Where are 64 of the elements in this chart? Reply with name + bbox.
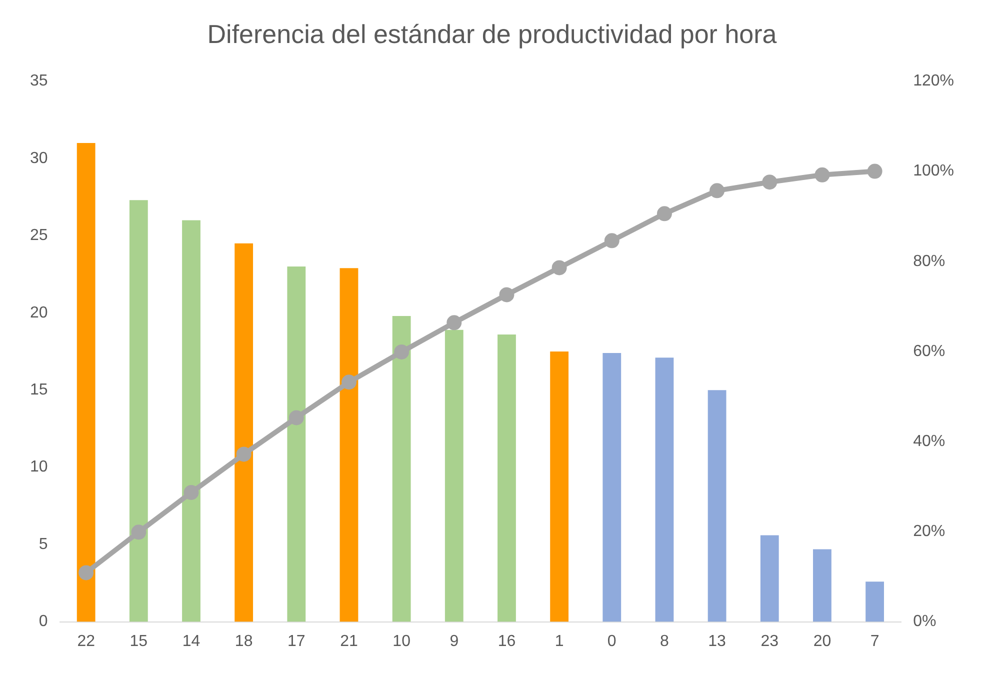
point	[184, 485, 199, 500]
x-tick-label: 22	[77, 632, 96, 650]
y-tick-label: 5	[38, 536, 48, 553]
x-tick-label: 9	[450, 632, 459, 650]
y-tick-label: 25	[30, 227, 48, 244]
point	[341, 374, 356, 390]
y2-tick-label: 40%	[913, 433, 946, 450]
point	[499, 287, 514, 302]
bar	[129, 200, 148, 622]
x-tick-label: 7	[870, 632, 880, 650]
y2-tick-label: 80%	[913, 252, 946, 270]
y-tick-label: 35	[30, 72, 48, 90]
point	[867, 164, 882, 179]
x-tick-label: 23	[760, 632, 779, 650]
bar	[708, 390, 726, 622]
y2-tick-label: 20%	[913, 523, 946, 540]
chart-title: Diferencia del estándar de productividad por hora	[207, 18, 778, 49]
bar	[234, 243, 254, 622]
bar	[287, 266, 306, 622]
bar	[76, 142, 96, 622]
y-tick-label: 30	[30, 150, 48, 167]
bar	[760, 535, 779, 622]
x-tick-label: 15	[130, 632, 148, 650]
bar	[602, 353, 622, 622]
point	[656, 206, 672, 222]
x-tick-label: 13	[708, 632, 726, 650]
bar	[498, 334, 516, 622]
x-tick-label: 10	[392, 632, 411, 650]
x-tick-label: 14	[182, 632, 200, 650]
x-tick-label: 21	[340, 632, 358, 650]
point	[446, 315, 462, 330]
point	[131, 524, 146, 540]
y2-tick-label: 60%	[913, 342, 946, 360]
bar	[813, 549, 832, 622]
point	[236, 446, 252, 462]
bar	[392, 316, 411, 622]
y-tick-label: 15	[30, 382, 48, 399]
x-tick-label: 18	[234, 632, 253, 650]
bar	[550, 352, 569, 622]
bar	[182, 220, 200, 622]
x-tick-label: 8	[660, 632, 670, 650]
bar	[655, 358, 674, 622]
point	[552, 260, 567, 276]
y2-tick-label: 100%	[913, 162, 954, 180]
point	[394, 344, 410, 360]
point	[288, 410, 304, 426]
point	[604, 233, 620, 248]
x-tick-label: 17	[288, 632, 306, 650]
x-tick-label: 0	[607, 632, 616, 650]
bar	[866, 582, 884, 622]
y-tick-label: 10	[30, 458, 48, 476]
x-tick-label: 20	[813, 632, 832, 650]
x-tick-label: 1	[554, 632, 564, 650]
point	[78, 565, 94, 580]
y2-tick-label: 120%	[913, 72, 954, 90]
point	[710, 183, 725, 198]
y-tick-label: 20	[30, 304, 48, 322]
x-tick-label: 16	[498, 632, 516, 650]
point	[814, 167, 830, 182]
bar	[444, 330, 464, 622]
point	[762, 174, 778, 190]
y2-tick-label: 0%	[913, 613, 936, 630]
y-tick-label: 0	[38, 613, 48, 630]
bar	[340, 268, 358, 622]
